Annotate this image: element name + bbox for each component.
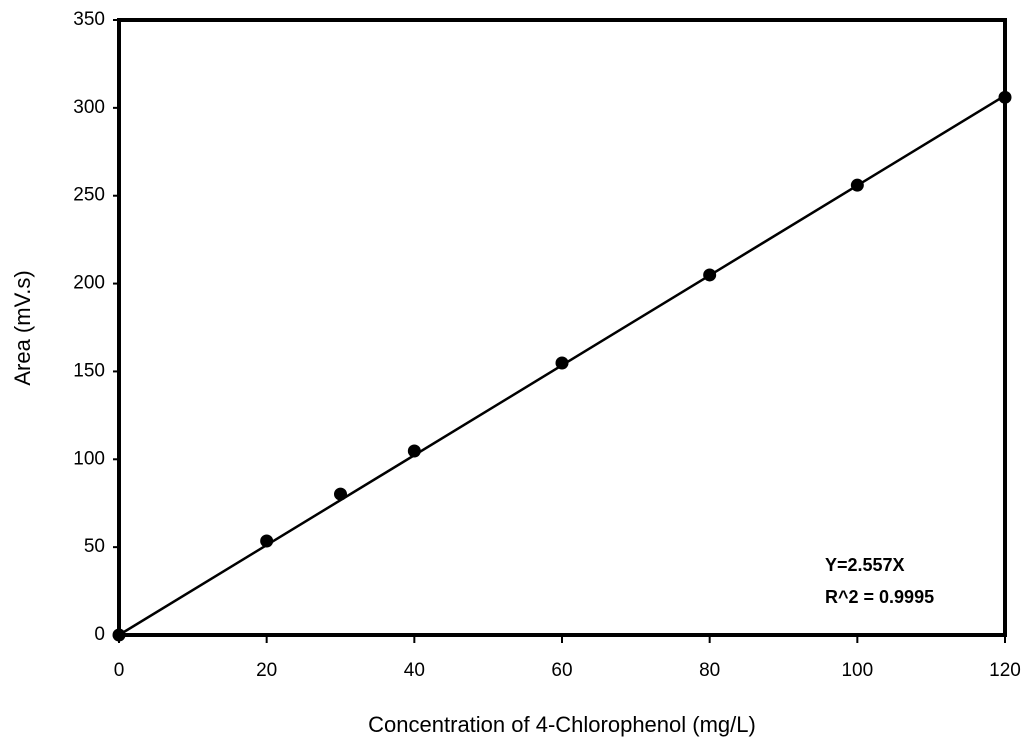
data-point <box>998 90 1012 104</box>
y-tick-label: 300 <box>73 97 105 118</box>
plot-frame <box>117 18 1007 637</box>
x-tick-label: 60 <box>551 660 572 681</box>
x-tick-label: 120 <box>989 660 1021 681</box>
data-point <box>334 487 347 501</box>
x-tick-label: 80 <box>699 660 720 681</box>
y-axis-title: Area (mV.s) <box>10 270 35 385</box>
data-point <box>112 628 126 642</box>
data-point <box>555 356 569 370</box>
x-tick-label: 20 <box>256 660 277 681</box>
x-tick-label: 0 <box>114 660 125 681</box>
y-tick-label: 150 <box>73 360 105 381</box>
annotation: R^2 = 0.9995 <box>825 587 934 607</box>
data-point <box>260 534 274 548</box>
y-tick-label: 200 <box>73 273 105 294</box>
y-tick-label: 50 <box>84 536 105 557</box>
data-point <box>850 178 864 192</box>
y-tick-label: 100 <box>73 448 105 469</box>
y-tick-label: 0 <box>94 624 105 645</box>
y-tick-label: 350 <box>73 9 105 30</box>
y-tick-label: 250 <box>73 185 105 206</box>
x-tick-label: 100 <box>841 660 873 681</box>
annotation: Y=2.557X <box>825 555 905 575</box>
data-point <box>407 444 421 458</box>
x-tick-label: 40 <box>404 660 425 681</box>
x-axis-title: Concentration of 4-Chlorophenol (mg/L) <box>368 712 756 737</box>
data-point <box>703 268 717 282</box>
